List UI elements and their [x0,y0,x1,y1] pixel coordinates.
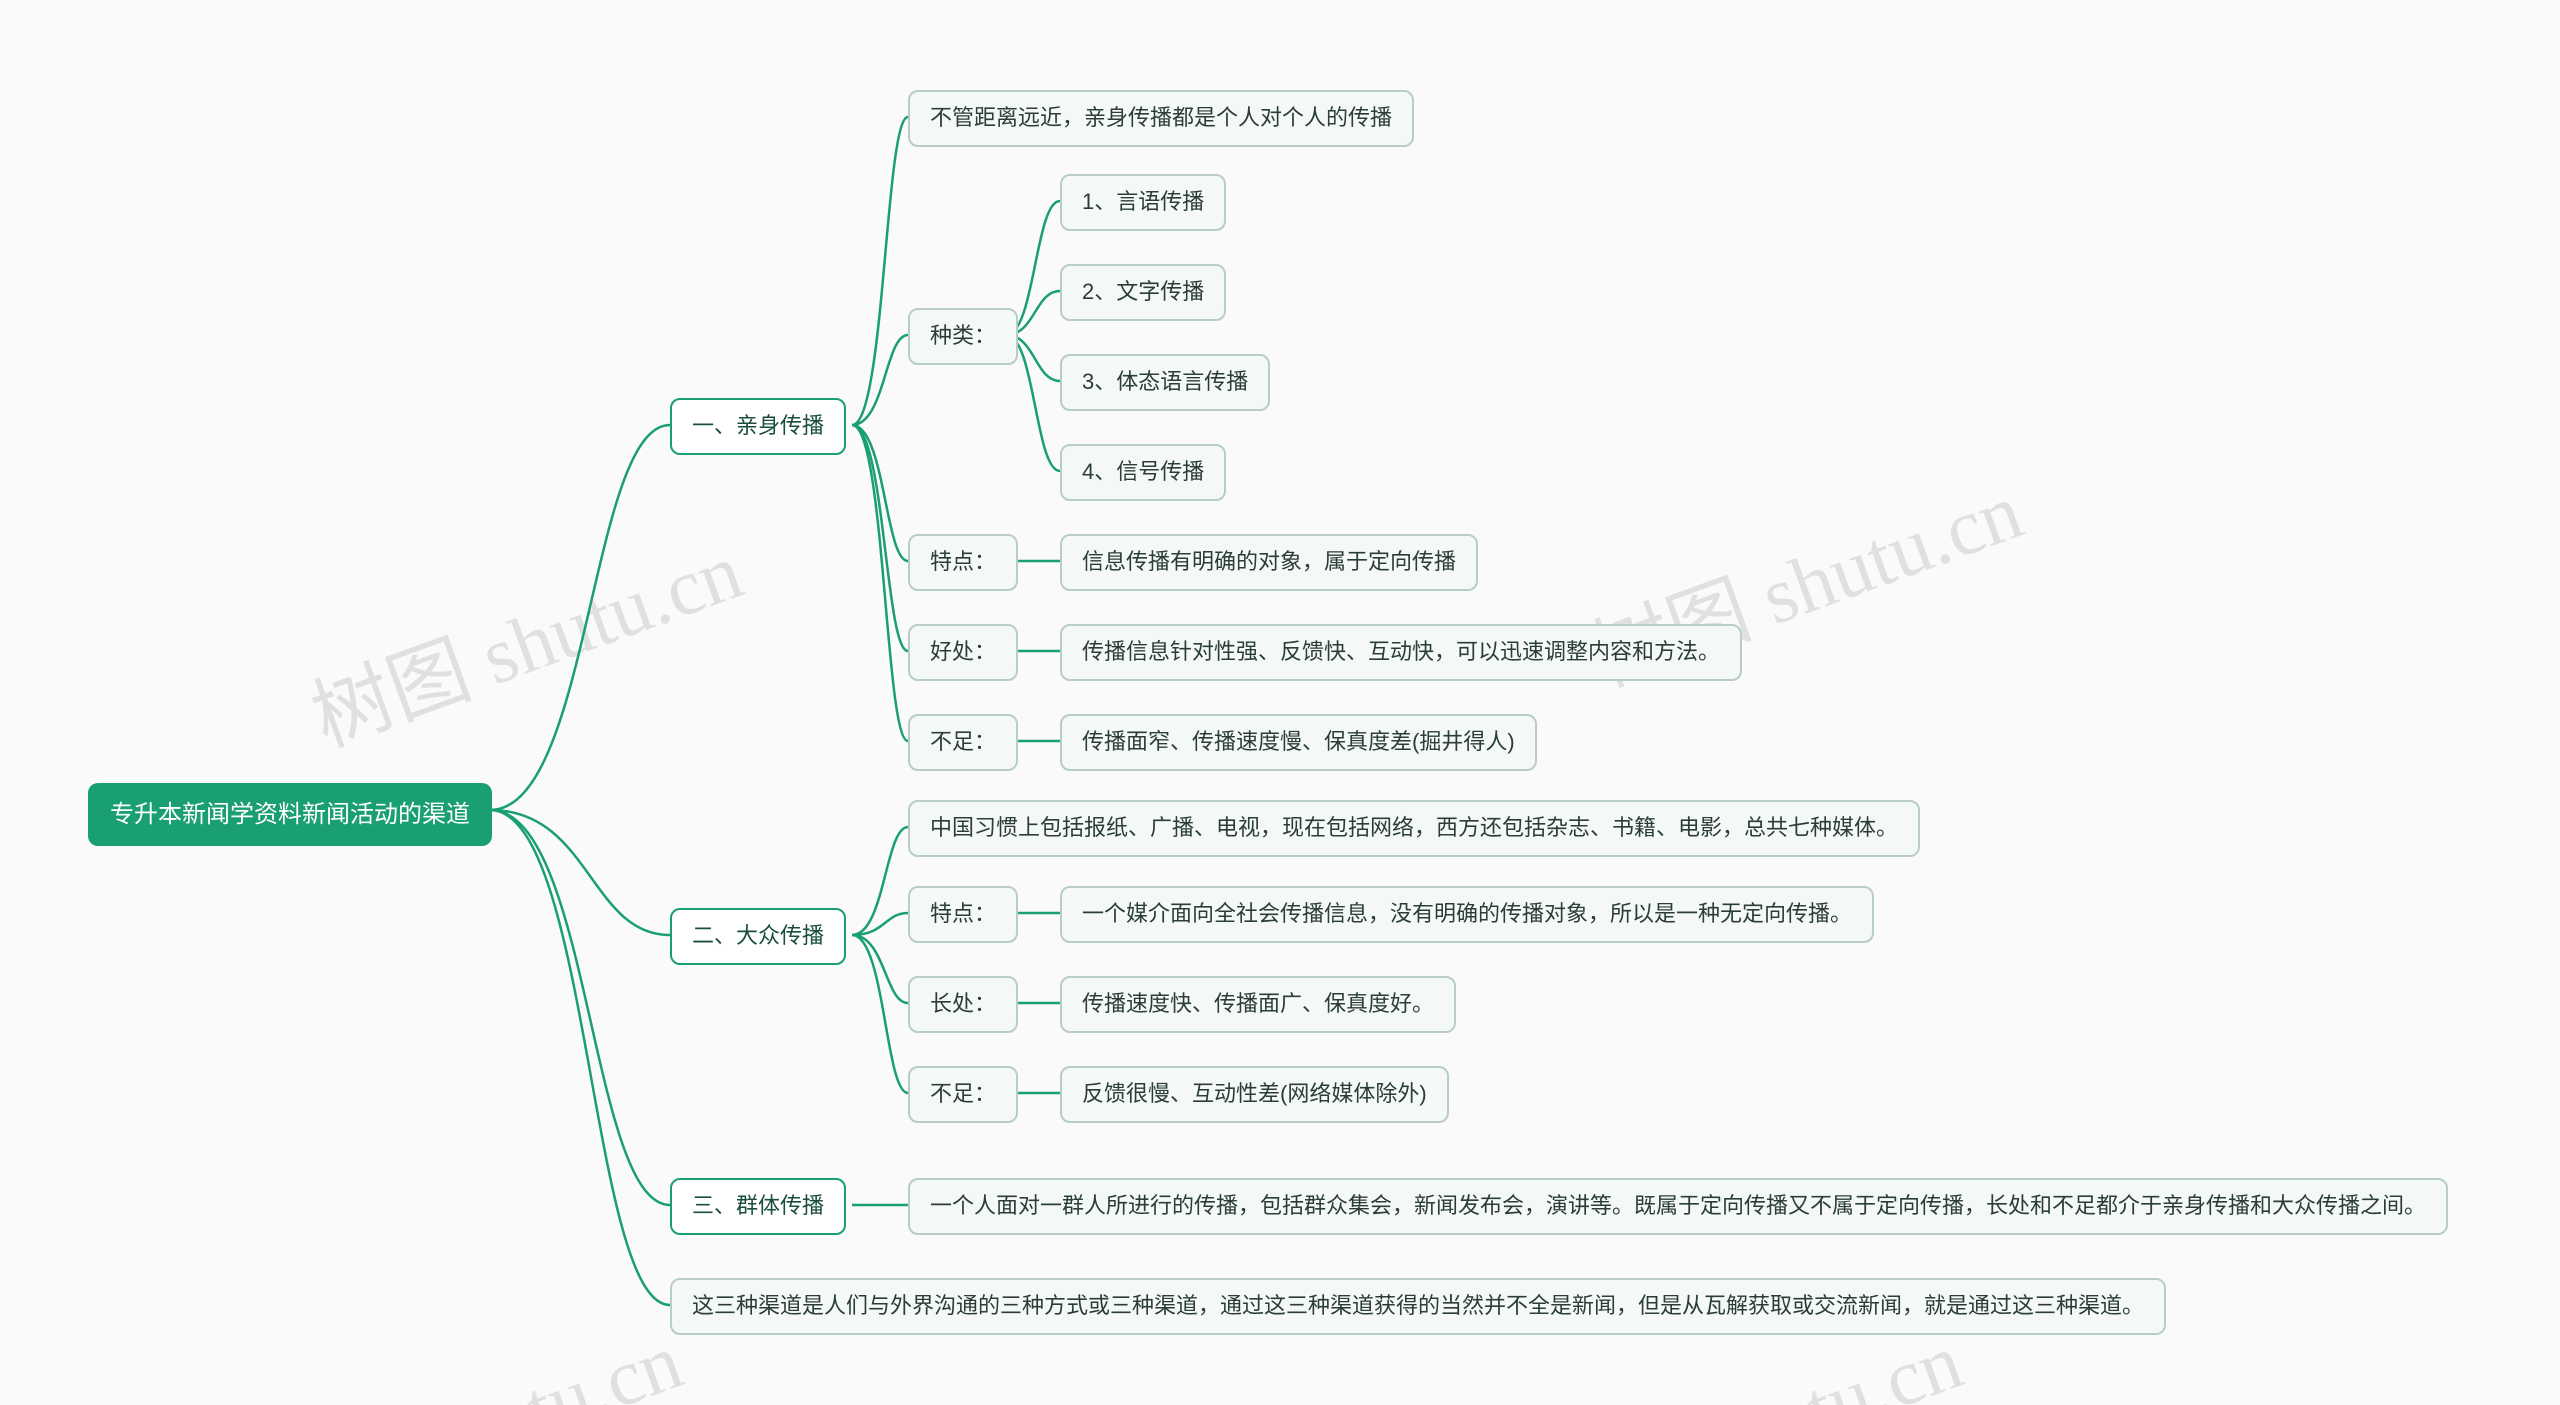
summary-node[interactable]: 这三种渠道是人们与外界沟通的三种方式或三种渠道，通过这三种渠道获得的当然并不全是… [670,1278,2166,1335]
b2-definition[interactable]: 中国习惯上包括报纸、广播、电视，现在包括网络，西方还包括杂志、书籍、电影，总共七… [908,800,1920,857]
b2-feature-label[interactable]: 特点： [908,886,1018,943]
b1-shortcoming[interactable]: 传播面窄、传播速度慢、保真度差(掘井得人) [1060,714,1537,771]
b2-strength-label[interactable]: 长处： [908,976,1018,1033]
b1-feature[interactable]: 信息传播有明确的对象，属于定向传播 [1060,534,1478,591]
b2-feature[interactable]: 一个媒介面向全社会传播信息，没有明确的传播对象，所以是一种无定向传播。 [1060,886,1874,943]
type-signal[interactable]: 4、信号传播 [1060,444,1226,501]
type-writing[interactable]: 2、文字传播 [1060,264,1226,321]
branch-personal[interactable]: 一、亲身传播 [670,398,846,455]
branch-mass[interactable]: 二、大众传播 [670,908,846,965]
root-node[interactable]: 专升本新闻学资料新闻活动的渠道 [88,783,492,846]
b1-types-label[interactable]: 种类： [908,308,1018,365]
watermark: 树图 shutu.cn [234,1297,695,1405]
type-body-language[interactable]: 3、体态语言传播 [1060,354,1270,411]
b1-benefit[interactable]: 传播信息针对性强、反馈快、互动快，可以迅速调整内容和方法。 [1060,624,1742,681]
b1-definition[interactable]: 不管距离远近，亲身传播都是个人对个人的传播 [908,90,1414,147]
watermark: 树图 shutu.cn [294,507,755,770]
b3-definition[interactable]: 一个人面对一群人所进行的传播，包括群众集会，新闻发布会，演讲等。既属于定向传播又… [908,1178,2448,1235]
b2-strength[interactable]: 传播速度快、传播面广、保真度好。 [1060,976,1456,1033]
b2-shortcoming-label[interactable]: 不足： [908,1066,1018,1123]
mindmap-canvas: 树图 shutu.cn 树图 shutu.cn 树图 shutu.cn 树图 s… [0,0,2560,1405]
b2-shortcoming[interactable]: 反馈很慢、互动性差(网络媒体除外) [1060,1066,1449,1123]
b1-shortcoming-label[interactable]: 不足： [908,714,1018,771]
branch-group[interactable]: 三、群体传播 [670,1178,846,1235]
type-speech[interactable]: 1、言语传播 [1060,174,1226,231]
b1-benefit-label[interactable]: 好处： [908,624,1018,681]
b1-feature-label[interactable]: 特点： [908,534,1018,591]
